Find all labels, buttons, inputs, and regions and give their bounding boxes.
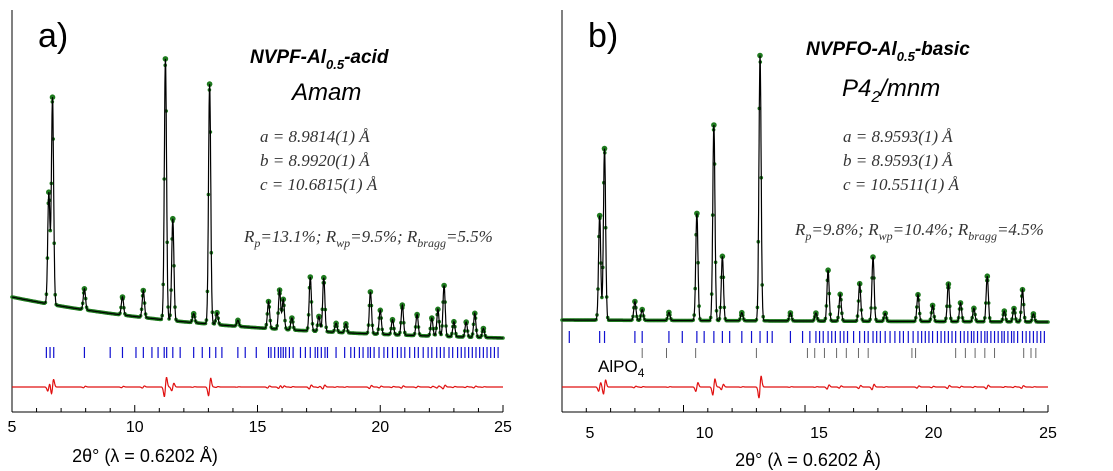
difference-series-line [12, 377, 503, 397]
x-tick-label: 15 [810, 425, 828, 442]
lattice-param-c: c = 10.6815(1) Å [260, 175, 378, 194]
x-axis-label: 2θ° (λ = 0.6202 Å) [735, 450, 881, 470]
x-tick-label: 10 [126, 419, 144, 436]
lattice-param-b: b = 8.9920(1) Å [260, 151, 370, 170]
panel-label: a) [38, 17, 68, 55]
x-tick-label: 15 [249, 419, 267, 436]
x-tick-label: 5 [8, 419, 17, 436]
sample-title: NVPFO-Al0.5-basic [806, 39, 970, 64]
x-tick-label: 5 [586, 425, 595, 442]
r-factors: Rp=13.1%; Rwp=9.5%; Rbragg=5.5% [243, 227, 493, 250]
pattern-plot [560, 52, 1050, 399]
x-tick-label: 25 [1039, 425, 1057, 442]
space-group: P42/mnm [842, 75, 940, 106]
impurity-phase-label: AlPO4 [598, 357, 645, 380]
difference-series-line [562, 375, 1048, 399]
sample-title: NVPF-Al0.5-acid [250, 47, 389, 72]
x-tick-label: 20 [925, 425, 943, 442]
panel-b: 5 10 15 20 25 2θ° (λ = 0.6202 Å) b) NVPF… [560, 10, 1057, 470]
r-factors: Rp=9.8%; Rwp=10.4%; Rbragg=4.5% [794, 220, 1044, 243]
space-group: Amam [290, 79, 361, 106]
x-axis-ticks [11, 405, 504, 412]
bragg-ticks-impurity-phase [641, 348, 1037, 358]
observed-series [560, 52, 1050, 324]
lattice-param-a: a = 8.9814(1) Å [260, 127, 370, 146]
calculated-series-line [562, 55, 1048, 323]
x-axis-label: 2θ° (λ = 0.6202 Å) [72, 446, 218, 466]
x-tick-label: 10 [696, 425, 714, 442]
lattice-param-b: b = 8.9593(1) Å [843, 151, 953, 170]
observed-series [10, 56, 505, 340]
panel-label: b) [588, 17, 618, 55]
pattern-plot [10, 56, 505, 397]
panel-a: 5 10 15 20 25 2θ° (λ = 0.6202 Å) a) NVPF… [8, 10, 512, 466]
x-tick-labels: 5 10 15 20 25 [8, 419, 512, 436]
lattice-param-a: a = 8.9593(1) Å [843, 127, 953, 146]
x-axis-ticks [561, 405, 1049, 412]
calculated-series-line [11, 58, 503, 339]
lattice-param-c: c = 10.5511(1) Å [843, 175, 960, 194]
bragg-ticks-main-phase [568, 331, 1045, 343]
bragg-ticks-main-phase [45, 347, 499, 358]
x-tick-label: 25 [494, 419, 512, 436]
x-tick-label: 20 [371, 419, 389, 436]
x-tick-labels: 5 10 15 20 25 [586, 425, 1057, 442]
